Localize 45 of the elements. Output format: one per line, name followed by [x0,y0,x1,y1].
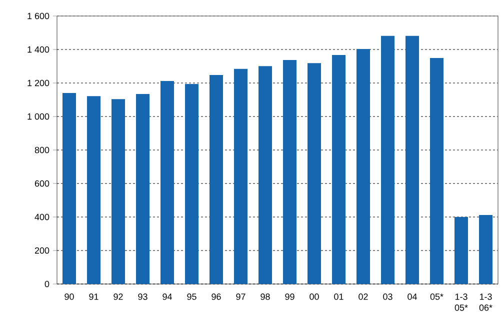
y-tick-label: 200 [34,247,50,254]
x-tick-label: 01 [334,294,344,300]
x-tick-label: 99 [285,294,294,300]
x-tick-label: 93 [138,294,148,300]
bar [406,36,420,284]
bar [234,68,248,284]
bar [87,96,100,284]
x-tick-label: 95 [187,294,196,300]
x-tick-label: 96 [212,294,221,300]
y-tick-label: 1 000 [28,113,50,120]
x-tick-label: 90 [64,294,74,300]
x-tick-label: 94 [162,294,172,300]
x-tick-label: 04 [408,294,417,300]
x-tick-label: 05* [430,294,444,300]
bar [258,66,272,284]
bar [430,58,444,284]
x-tick-label: 97 [236,294,246,300]
bar [112,99,125,284]
bar [454,217,468,284]
bar [308,63,322,284]
x-tick-label: 00 [310,294,319,300]
x-tick-label: 98 [260,294,270,300]
bar [185,84,199,284]
bar [210,74,224,284]
bar [356,48,370,284]
bar [332,55,346,284]
y-tick-label: 800 [34,146,50,154]
bar [479,214,493,284]
x-tick-label: 02 [358,294,368,300]
y-tick-label: 0 [44,280,50,288]
x-tick-label: 03 [383,294,392,300]
bar [160,80,174,284]
x-tick-label: 1-3 05* [454,294,468,311]
bar [136,94,150,284]
y-tick-label: 600 [34,180,50,187]
bar [62,93,76,284]
bar [283,60,297,284]
y-tick-label: 1 200 [28,80,50,86]
bar [381,36,395,284]
y-tick-label: 1 600 [28,12,50,20]
y-tick-label: 1 400 [28,46,50,53]
x-tick-label: 91 [89,294,98,300]
x-tick-label: 92 [114,294,123,300]
y-tick-label: 400 [34,214,50,220]
x-tick-label: 1-3 06* [479,294,492,311]
